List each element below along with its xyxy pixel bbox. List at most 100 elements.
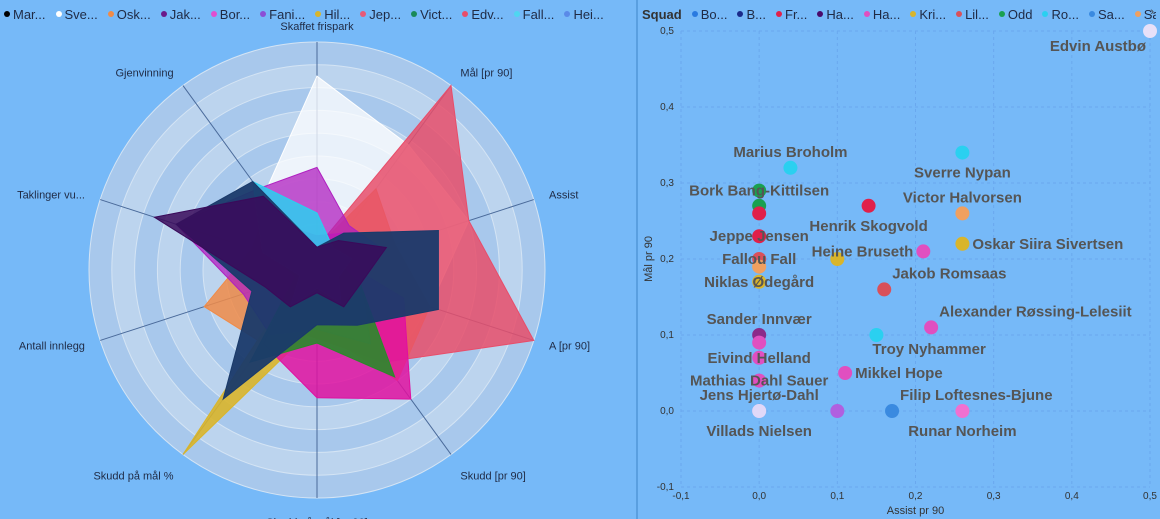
scatter-point[interactable] (830, 404, 845, 418)
scatter-point[interactable] (752, 335, 767, 350)
scatter-point[interactable] (752, 274, 767, 289)
point-label: Henrik Skogvold (809, 218, 927, 235)
legend-marker-icon (863, 11, 870, 17)
x-tick-label: 0,0 (752, 491, 766, 502)
point-label: Oskar Siira Sivertsen (972, 236, 1123, 253)
y-tick-label: 0,3 (660, 178, 674, 189)
scatter-point[interactable] (955, 236, 970, 251)
scatter-point[interactable] (955, 404, 970, 418)
radar-legend-item[interactable]: Jep... (360, 7, 401, 22)
legend-marker-icon (817, 11, 824, 17)
point-label: Jens Hjertø-Dahl (700, 387, 819, 404)
scatter-legend-item[interactable]: B... (737, 7, 766, 22)
radar-legend-item[interactable]: Mar... (4, 7, 46, 22)
legend-label: B... (746, 6, 766, 22)
scatter-point[interactable] (1143, 24, 1157, 38)
scatter-legend-item[interactable]: Ha... (817, 7, 854, 22)
legend-marker-icon (956, 11, 963, 17)
scatter-legend-item[interactable]: Fr... (776, 7, 807, 22)
radar-axis-label: Taklinger vu... (17, 190, 85, 202)
scatter-legend-item[interactable]: Bo... (691, 7, 727, 22)
point-label: Filip Loftesnes-Bjune (900, 387, 1053, 404)
scatter-point[interactable] (752, 229, 767, 244)
point-label: Edvin Austbø (1050, 38, 1147, 55)
panel-divider (636, 0, 638, 519)
x-tick-label: -0,1 (672, 491, 690, 502)
scatter-point[interactable] (877, 282, 892, 297)
scatter-legend-item[interactable]: Odd (998, 7, 1032, 22)
radar-legend[interactable]: Mar... Sve... Osk... Jak... Bor... Fani... Hil… (4, 4, 632, 24)
legend-marker-icon (910, 11, 917, 17)
y-axis-title: Mål pr 90 (643, 236, 655, 282)
legend-label: Sa... (1143, 6, 1156, 22)
scatter-point[interactable] (955, 145, 970, 160)
radar-legend-item[interactable]: Bor... (210, 7, 250, 22)
scatter-point[interactable] (752, 259, 767, 274)
radar-axis-label: A [pr 90] (549, 340, 590, 352)
legend-label: Kri... (919, 6, 947, 22)
scatter-point[interactable] (955, 206, 970, 221)
x-tick-label: 0,2 (909, 491, 923, 502)
scatter-point[interactable] (752, 404, 767, 418)
scatter-legend-item[interactable]: Kri... (910, 7, 946, 22)
scatter-point[interactable] (752, 183, 767, 198)
scatter-point[interactable] (838, 366, 853, 380)
scatter-point[interactable] (830, 252, 845, 266)
scatter-legend[interactable]: Squad Bo... B... Fr... Ha... Ha... Kri... Lil.… (642, 4, 1156, 24)
point-label: Victor Halvorsen (903, 189, 1022, 206)
scatter-point[interactable] (752, 350, 767, 365)
radar-chart: Skaffet frispark Mål [pr 90] Assist A [pr 9… (17, 21, 590, 519)
scatter-point[interactable] (861, 198, 876, 213)
legend-label: Sa... (1097, 6, 1125, 22)
radar-axis-label: Skaffet frispark (280, 21, 354, 33)
scatter-legend-item[interactable]: Lil... (956, 7, 989, 22)
scatter-legend-item[interactable]: Sa... (1088, 6, 1125, 22)
radar-legend-item[interactable]: Edv... (462, 7, 504, 22)
scatter-point[interactable] (869, 328, 884, 342)
point-label: Alexander Røssing-Lelesiit (939, 303, 1132, 320)
legend-marker-icon (210, 11, 217, 17)
scatter-point[interactable] (916, 244, 931, 259)
radar-axis-label: Mål [pr 90] (460, 68, 512, 80)
radar-axis-label: Skudd på mål % (93, 470, 173, 482)
legend-label: Lil... (965, 6, 989, 22)
radar-legend-item[interactable]: Sve... (55, 7, 98, 22)
scatter-point[interactable] (752, 373, 767, 388)
radar-series-shape[interactable] (153, 195, 388, 308)
scatter-legend-item[interactable]: Ha... (863, 7, 900, 22)
legend-label: Hei... (573, 6, 604, 22)
legend-title: Squad (642, 6, 682, 22)
point-label: Eivind Helland (707, 350, 810, 367)
legend-next-icon[interactable]: › (1150, 6, 1154, 18)
legend-marker-icon (564, 11, 571, 17)
radar-legend-item[interactable]: Fani... (260, 7, 305, 22)
radar-legend-item[interactable]: Jak... (160, 7, 201, 22)
scatter-legend-item[interactable]: Sa... (1134, 6, 1156, 22)
legend-label: Fani... (269, 6, 306, 22)
legend-marker-icon (513, 11, 520, 17)
radar-legend-item[interactable]: Osk... (107, 7, 151, 22)
legend-marker-icon (691, 11, 698, 17)
radar-legend-item[interactable]: Vict... (411, 7, 452, 22)
x-tick-label: 0,4 (1065, 491, 1079, 502)
x-axis-title: Assist pr 90 (887, 505, 944, 517)
legend-marker-icon (462, 11, 469, 17)
point-label: Villads Nielsen (706, 423, 812, 440)
radar-legend-item[interactable]: Hei... (564, 6, 604, 22)
point-label: Jakob Romsaas (892, 265, 1006, 282)
y-tick-label: -0,1 (657, 482, 675, 493)
scatter-point[interactable] (885, 404, 900, 418)
scatter-point[interactable] (783, 160, 798, 175)
point-label: Mathias Dahl Sauer (690, 373, 829, 390)
scatter-chart: -0,1 0,0 0,1 0,2 0,3 0,4 0,5 -0,1 0,0 0,1 0,2 0,3 0,… (643, 24, 1157, 517)
radar-chart-panel: Mar... Sve... Osk... Jak... Bor... Fani... Hil… (4, 4, 632, 519)
radar-legend-item[interactable]: Hil... (315, 7, 350, 22)
legend-marker-icon (260, 11, 267, 17)
scatter-point[interactable] (924, 320, 939, 335)
y-tick-label: 0,0 (660, 406, 674, 417)
radar-legend-item[interactable]: Fall... (513, 7, 554, 22)
scatter-point[interactable] (752, 206, 767, 221)
legend-label: Ro... (1051, 6, 1079, 22)
y-tick-label: 0,2 (660, 254, 674, 265)
scatter-legend-item[interactable]: Ro... (1042, 6, 1079, 22)
